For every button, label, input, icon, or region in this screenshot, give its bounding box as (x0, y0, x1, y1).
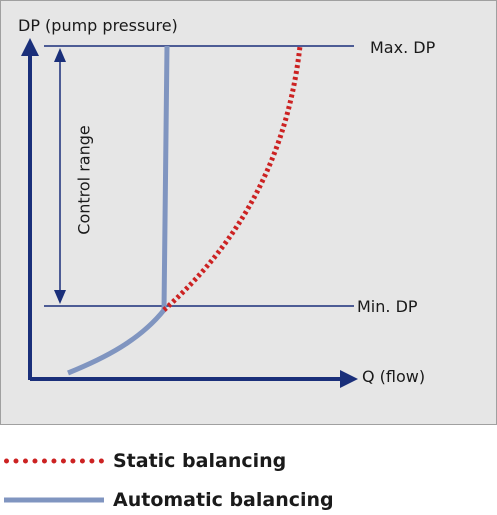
control-range-arrowhead-top (54, 48, 66, 62)
x-axis-arrowhead (340, 370, 358, 388)
diagram-panel (0, 0, 497, 425)
legend-automatic-label: Automatic balancing (113, 489, 334, 511)
static-balancing-curve (162, 45, 303, 312)
legend-static-swatch (4, 458, 104, 464)
control-range-arrowhead-bottom (54, 290, 66, 304)
control-range-label: Control range (74, 125, 94, 235)
automatic-balancing-curve (67, 45, 170, 376)
min-dp-label: Min. DP (357, 297, 418, 316)
y-axis-label: DP (pump pressure) (18, 16, 178, 35)
pump-pressure-diagram (21, 38, 358, 388)
legend-automatic-swatch (4, 497, 104, 503)
x-axis-label: Q (flow) (362, 367, 426, 386)
y-axis-arrowhead (21, 38, 39, 56)
legend-static-label: Static balancing (113, 450, 287, 472)
max-dp-label: Max. DP (370, 38, 436, 57)
legend-static-balancing: Static balancing (0, 446, 497, 476)
legend-automatic-balancing: Automatic balancing (0, 485, 497, 515)
